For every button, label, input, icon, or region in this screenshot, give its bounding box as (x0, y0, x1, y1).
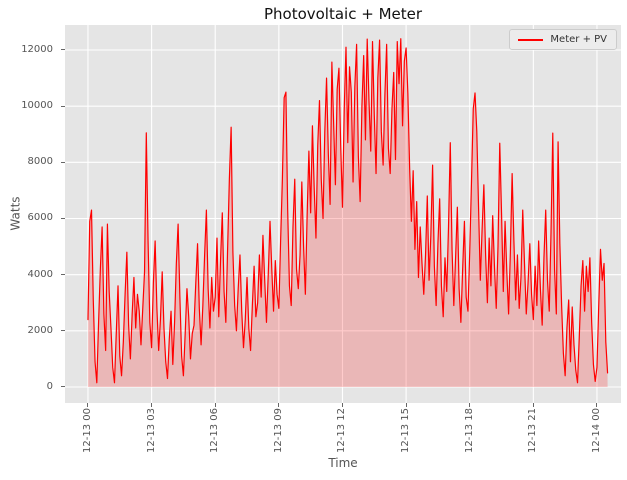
plot-area: Meter + PV (65, 25, 621, 403)
x-tick-mark (214, 403, 216, 407)
y-tick-label: 0 (46, 380, 53, 392)
series-fill-area (87, 38, 608, 387)
y-tick-mark (61, 49, 65, 51)
y-tick-label: 2000 (27, 324, 53, 336)
x-tick-mark (278, 403, 280, 407)
y-tick-label: 4000 (27, 268, 53, 280)
chart-title: Photovoltaic + Meter (263, 5, 423, 23)
series-line (87, 38, 609, 384)
y-tick-mark (61, 274, 65, 276)
y-tick-mark (61, 161, 65, 163)
y-tick-label: 12000 (21, 43, 53, 55)
y-tick-label: 8000 (27, 156, 53, 168)
x-tick-mark (469, 403, 471, 407)
y-axis-label: Watts (8, 196, 23, 231)
y-tick-label: 10000 (21, 100, 53, 112)
y-tick-mark (61, 105, 65, 107)
x-tick-mark (532, 403, 534, 407)
x-axis-label: Time (328, 456, 358, 470)
legend-line-sample (518, 38, 544, 41)
x-tick-mark (87, 403, 89, 407)
legend: Meter + PV (509, 29, 617, 50)
x-tick-mark (341, 403, 343, 407)
plot-canvas (65, 25, 621, 403)
y-tick-label: 6000 (27, 212, 53, 224)
y-tick-mark (61, 330, 65, 332)
y-tick-mark (61, 386, 65, 388)
legend-label: Meter + PV (550, 34, 607, 45)
y-tick-mark (61, 217, 65, 219)
x-tick-mark (596, 403, 598, 407)
x-tick-mark (405, 403, 407, 407)
x-tick-mark (151, 403, 153, 407)
